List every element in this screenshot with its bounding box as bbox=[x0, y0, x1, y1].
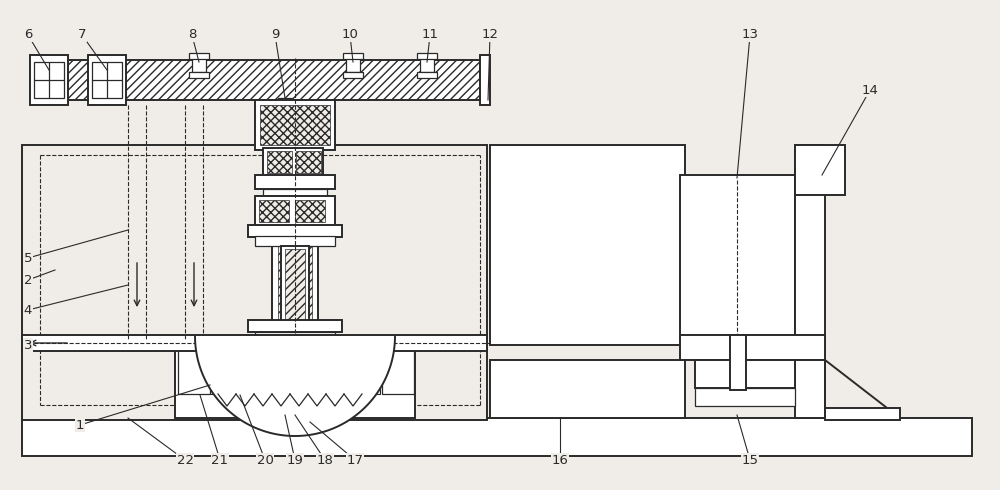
Bar bbox=[55, 60, 480, 100]
Text: 10: 10 bbox=[342, 28, 358, 42]
Text: 4: 4 bbox=[24, 303, 32, 317]
Text: 15: 15 bbox=[742, 454, 759, 466]
Text: 13: 13 bbox=[742, 28, 759, 42]
Bar bbox=[92, 62, 122, 98]
Bar bbox=[278, 98, 292, 112]
Bar bbox=[281, 246, 309, 326]
Bar bbox=[255, 236, 335, 246]
Bar bbox=[795, 360, 825, 418]
Bar bbox=[795, 145, 825, 380]
Bar bbox=[278, 200, 312, 324]
Bar bbox=[278, 340, 312, 372]
Text: 7: 7 bbox=[78, 28, 86, 42]
Text: 19: 19 bbox=[287, 454, 303, 466]
Text: 5: 5 bbox=[24, 251, 32, 265]
Text: 20: 20 bbox=[257, 454, 273, 466]
Bar bbox=[22, 145, 487, 420]
Bar bbox=[285, 249, 305, 323]
Bar bbox=[175, 336, 415, 418]
Bar bbox=[420, 56, 434, 72]
Bar bbox=[695, 388, 795, 406]
Bar bbox=[480, 55, 490, 105]
Bar bbox=[680, 335, 825, 360]
Bar bbox=[263, 148, 323, 176]
PathPatch shape bbox=[195, 336, 395, 436]
Text: 2: 2 bbox=[24, 273, 32, 287]
Bar bbox=[490, 145, 685, 345]
Text: 22: 22 bbox=[176, 454, 194, 466]
Bar bbox=[795, 145, 845, 195]
Bar bbox=[255, 332, 335, 342]
Text: 16: 16 bbox=[552, 454, 568, 466]
Bar bbox=[260, 105, 330, 145]
Bar bbox=[30, 55, 68, 105]
Text: 1: 1 bbox=[76, 418, 84, 432]
Bar bbox=[248, 320, 342, 332]
Text: 11: 11 bbox=[422, 28, 438, 42]
Bar bbox=[490, 360, 685, 418]
Bar bbox=[255, 175, 335, 189]
Bar bbox=[22, 418, 972, 456]
Bar bbox=[22, 335, 487, 351]
Bar bbox=[210, 344, 380, 394]
Bar bbox=[34, 62, 64, 98]
Bar bbox=[248, 225, 342, 237]
Bar bbox=[730, 335, 746, 390]
Bar bbox=[267, 151, 292, 173]
Bar bbox=[263, 189, 327, 197]
Bar bbox=[255, 100, 335, 150]
Bar bbox=[259, 200, 289, 222]
Bar bbox=[296, 151, 321, 173]
Bar bbox=[178, 336, 210, 394]
Bar bbox=[382, 336, 414, 394]
Text: 18: 18 bbox=[317, 454, 333, 466]
Bar bbox=[417, 72, 437, 78]
Bar bbox=[189, 72, 209, 78]
Bar bbox=[289, 422, 301, 432]
Bar bbox=[272, 197, 318, 327]
Text: 8: 8 bbox=[188, 28, 196, 42]
Text: 6: 6 bbox=[24, 28, 32, 42]
Text: 17: 17 bbox=[347, 454, 364, 466]
Bar bbox=[295, 200, 325, 222]
Bar bbox=[343, 53, 363, 59]
Bar bbox=[825, 408, 900, 420]
Text: 21: 21 bbox=[212, 454, 228, 466]
Text: 3: 3 bbox=[24, 339, 32, 351]
Bar bbox=[343, 72, 363, 78]
Bar bbox=[346, 56, 360, 72]
Bar bbox=[695, 360, 795, 388]
Bar bbox=[680, 175, 795, 340]
Bar bbox=[417, 53, 437, 59]
Bar bbox=[88, 55, 126, 105]
Text: 14: 14 bbox=[862, 83, 878, 97]
Bar bbox=[192, 56, 206, 72]
Bar bbox=[189, 53, 209, 59]
Bar bbox=[255, 196, 335, 226]
Bar bbox=[285, 408, 305, 422]
Text: 12: 12 bbox=[482, 28, 498, 42]
Text: 9: 9 bbox=[271, 28, 279, 42]
